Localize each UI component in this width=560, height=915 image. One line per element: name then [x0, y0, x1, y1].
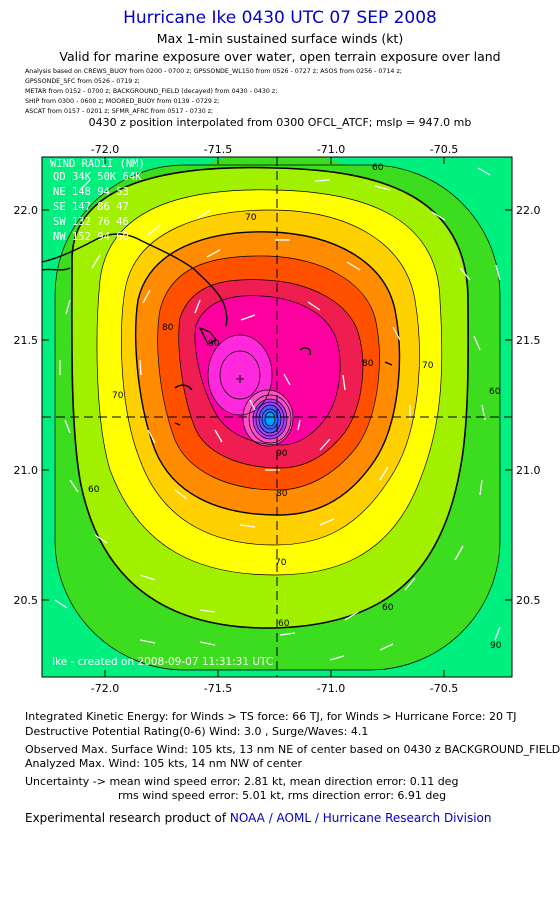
contour-label: 80 — [362, 359, 374, 369]
lat-tick-label: 22.0 — [516, 204, 541, 217]
wind-radii-row: NE 148 94 53 — [53, 186, 129, 198]
lon-ticks-top: -72.0 -71.5 -71.0 -70.5 — [91, 143, 458, 156]
source-line: ASCAT from 0157 - 0201 z; SFMR_AFRC from… — [25, 108, 214, 115]
lat-tick-label: 22.0 — [14, 204, 39, 217]
lat-ticks-right: 22.0 21.5 21.0 20.5 — [516, 204, 541, 607]
contour-labels: 60 70 80 90 60 70 80 60 60 90 70 80 60 9… — [88, 163, 502, 651]
uncertainty-rms-line: rms wind speed error: 5.01 kt, rms direc… — [118, 789, 447, 802]
lat-tick-label: 20.5 — [14, 594, 39, 607]
contour-label: 70 — [275, 558, 287, 568]
lon-tick-label: -70.5 — [430, 682, 458, 695]
contour-label: 70 — [245, 213, 257, 223]
source-line: Analysis based on CREWS_BUOY from 0200 -… — [25, 68, 402, 75]
wind-radii-header: WIND RADII (NM) — [50, 158, 145, 170]
contour-label: 60 — [278, 619, 290, 629]
axis-ticks — [42, 157, 512, 677]
position-line: 0430 z position interpolated from 0300 O… — [88, 116, 472, 129]
coastline — [42, 233, 393, 426]
lon-tick-label: -71.0 — [317, 143, 345, 156]
contour-label: 60 — [88, 485, 100, 495]
contour-label: 90 — [490, 641, 502, 651]
source-line: SHIP from 0300 - 0600 z; MOORED_BUOY fro… — [25, 98, 220, 105]
source-line: GPSSONDE_SFC from 0526 - 0719 z; — [25, 78, 140, 85]
map-subtitle-exposure: Valid for marine exposure over water, op… — [59, 49, 501, 64]
eye — [265, 412, 275, 426]
contour-label: 70 — [422, 361, 434, 371]
center-crosshair — [42, 157, 512, 677]
credit-line: Experimental research product of NOAA / … — [25, 811, 491, 825]
map-title: Hurricane Ike 0430 UTC 07 SEP 2008 — [123, 8, 437, 28]
lon-tick-label: -71.5 — [204, 143, 232, 156]
lon-tick-label: -71.0 — [317, 682, 345, 695]
lon-tick-label: -72.0 — [91, 682, 119, 695]
dpr-line: Destructive Potential Rating(0-6) Wind: … — [25, 725, 369, 738]
lat-tick-label: 21.0 — [14, 464, 39, 477]
wind-radii-row: SW 132 76 46 — [53, 216, 129, 228]
contour-label: 90 — [276, 449, 288, 459]
wind-radii-table: WIND RADII (NM) QD 34K 50K 64K NE 148 94… — [50, 158, 145, 243]
wind-radii-row: NW 152 94 60 — [53, 231, 129, 243]
credit-prefix: Experimental research product of — [25, 811, 230, 825]
observed-max-line: Observed Max. Surface Wind: 105 kts, 13 … — [25, 743, 560, 756]
contour-label: 80 — [162, 323, 174, 333]
contour-field: 60 70 80 90 60 70 80 60 60 90 70 80 60 9… — [42, 157, 512, 677]
contour-lines — [54, 164, 501, 671]
lon-tick-label: -72.0 — [91, 143, 119, 156]
contour-label: 90 — [208, 339, 220, 349]
map-subtitle-winds: Max 1-min sustained surface winds (kt) — [156, 31, 404, 46]
lon-tick-label: -70.5 — [430, 143, 458, 156]
contour-label: 60 — [382, 603, 394, 613]
creation-stamp: Ike - created on 2008-09-07 11:31:31 UTC — [52, 656, 273, 668]
lat-tick-label: 21.0 — [516, 464, 541, 477]
contour-label: 80 — [276, 489, 288, 499]
wind-contour-map: 60 70 80 90 60 70 80 60 60 90 70 80 60 9… — [14, 143, 541, 695]
lat-tick-label: 21.5 — [14, 334, 39, 347]
analyzed-max-line: Analyzed Max. Wind: 105 kts, 14 nm NW of… — [25, 757, 303, 770]
hrd-link[interactable]: NOAA / AOML / Hurricane Research Divisio… — [229, 811, 492, 825]
plot-frame — [41, 156, 513, 678]
lat-ticks-left: 22.0 21.5 21.0 20.5 — [14, 204, 39, 607]
lat-tick-label: 20.5 — [516, 594, 541, 607]
wind-radii-row: QD 34K 50K 64K — [53, 171, 142, 183]
wind-vectors — [54, 167, 501, 661]
contour-label: 60 — [372, 163, 384, 173]
contour-label: 70 — [112, 391, 124, 401]
source-line: METAR from 0152 - 0700 z; BACKGROUND_FIE… — [25, 88, 278, 95]
lon-ticks-bottom: -72.0 -71.5 -71.0 -70.5 — [91, 682, 458, 695]
ike-line: Integrated Kinetic Energy: for Winds > T… — [25, 710, 517, 723]
lat-tick-label: 21.5 — [516, 334, 541, 347]
contour-label: 60 — [489, 387, 501, 397]
wind-radii-row: SE 147 86 47 — [53, 201, 129, 213]
lon-tick-label: -71.5 — [204, 682, 232, 695]
uncertainty-mean-line: Uncertainty -> mean wind speed error: 2.… — [25, 775, 459, 788]
